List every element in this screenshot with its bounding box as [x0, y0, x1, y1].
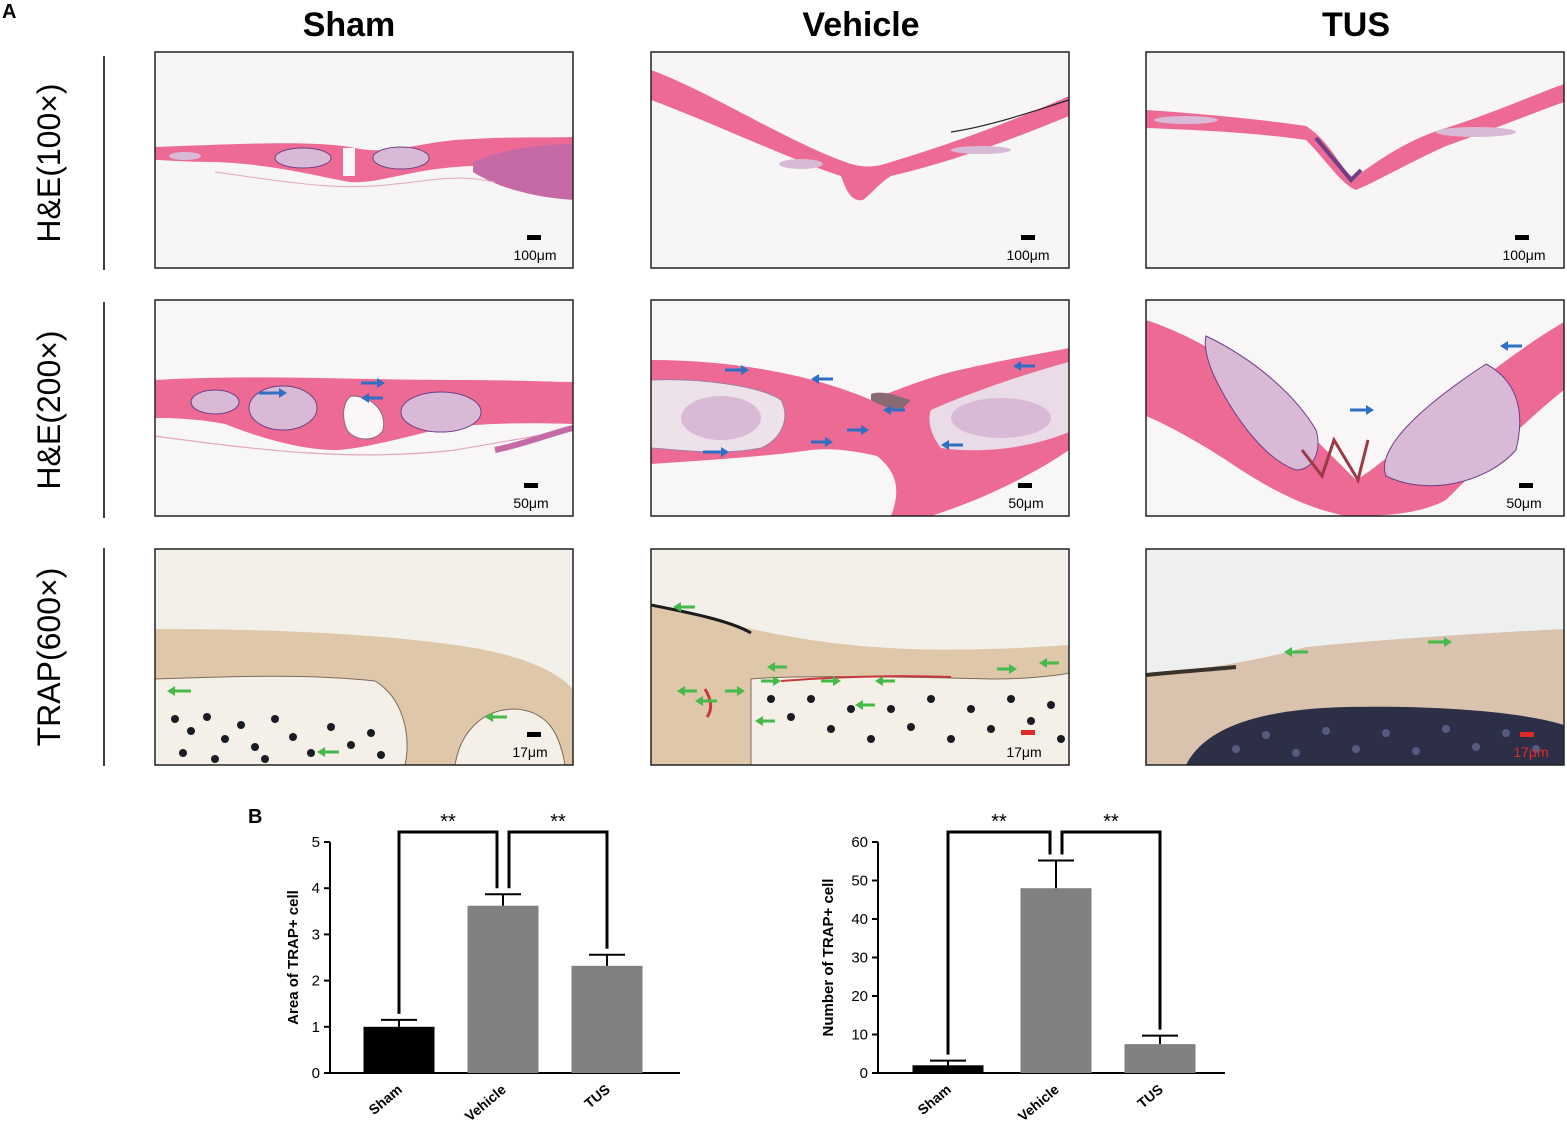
- bar-vehicle: [467, 905, 539, 1073]
- y-tick-label: 0: [860, 1065, 868, 1082]
- column-heading-tus: TUS: [1322, 6, 1390, 44]
- y-tick-label: 1: [312, 1019, 320, 1036]
- scale-bar-label: 100μm: [1006, 247, 1049, 263]
- micrograph-trap-sham: 17μm: [154, 548, 574, 766]
- significance-bracket: [397, 830, 499, 1014]
- significance-stars: **: [1103, 811, 1119, 833]
- y-tick-label: 30: [851, 950, 868, 967]
- y-tick-label: 4: [312, 880, 320, 897]
- significance-stars: **: [550, 811, 566, 833]
- panel-a-label: A: [2, 1, 16, 23]
- scale-bar-label: 17μm: [512, 744, 547, 760]
- scale-bar-label: 17μm: [1513, 744, 1548, 760]
- row-label-he-100x: H&E(100×): [31, 83, 67, 242]
- bar-chart-trap-area: 0 1 2 3 4 5 Area of TRAP+ cell Sham Vehicle TUS **…: [285, 811, 680, 1124]
- y-tick-label: 0: [312, 1065, 320, 1082]
- x-tick-label: Sham: [365, 1081, 404, 1118]
- y-tick-label: 2: [312, 973, 320, 990]
- micrograph-he200-tus: 50μm: [1145, 299, 1565, 517]
- y-tick-label: 10: [851, 1027, 868, 1044]
- micrograph-he200-vehicle: 50μm: [650, 299, 1070, 517]
- column-heading-sham: Sham: [303, 6, 396, 44]
- significance-bracket: [1060, 830, 1162, 1030]
- bar-sham: [912, 1065, 984, 1073]
- y-tick-label: 5: [312, 834, 320, 851]
- x-tick-label: TUS: [581, 1081, 613, 1111]
- x-tick-label: Sham: [914, 1081, 953, 1118]
- scale-bar-label: 100μm: [1502, 247, 1545, 263]
- significance-stars: **: [440, 811, 456, 833]
- bar-tus: [1124, 1044, 1196, 1073]
- y-axis-label: Area of TRAP+ cell: [285, 890, 302, 1025]
- micrograph-he100-vehicle: 100μm: [650, 51, 1070, 269]
- y-tick-label: 20: [851, 988, 868, 1005]
- micrograph-he100-tus: 100μm: [1145, 51, 1565, 269]
- micrograph-he100-sham: 100μm: [154, 51, 574, 269]
- scale-bar-label: 50μm: [1008, 495, 1043, 511]
- significance-bracket: [946, 830, 1052, 1055]
- y-tick-label: 3: [312, 926, 320, 943]
- significance-stars: **: [991, 811, 1007, 833]
- column-heading-vehicle: Vehicle: [802, 6, 919, 44]
- y-axis-label: Number of TRAP+ cell: [820, 879, 837, 1037]
- bar-vehicle: [1020, 888, 1092, 1073]
- bar-tus: [571, 965, 643, 1073]
- micrograph-trap-tus: 17μm: [1145, 548, 1565, 766]
- bar-sham: [363, 1026, 435, 1073]
- x-tick-label: Vehicle: [1015, 1081, 1062, 1124]
- scale-bar-label: 50μm: [513, 495, 548, 511]
- y-tick-label: 50: [851, 873, 868, 890]
- scale-bar-label: 50μm: [1506, 495, 1541, 511]
- y-tick-label: 60: [851, 834, 868, 851]
- significance-bracket: [507, 830, 609, 949]
- micrograph-he200-sham: 50μm: [154, 299, 574, 517]
- x-tick-label: TUS: [1134, 1081, 1166, 1111]
- micrograph-trap-vehicle: 17μm: [650, 548, 1070, 766]
- row-label-he-200x: H&E(200×): [31, 330, 67, 489]
- bar-chart-trap-number: 0 10 20 30 40 50 60 Number of TRAP+ cell Sham Veh…: [820, 811, 1225, 1124]
- x-tick-label: Vehicle: [462, 1081, 509, 1124]
- y-tick-label: 40: [851, 911, 868, 928]
- row-label-trap-600x: TRAP(600×): [31, 568, 67, 747]
- scale-bar-label: 17μm: [1006, 744, 1041, 760]
- panel-b-label: B: [248, 806, 262, 828]
- scale-bar-label: 100μm: [513, 247, 556, 263]
